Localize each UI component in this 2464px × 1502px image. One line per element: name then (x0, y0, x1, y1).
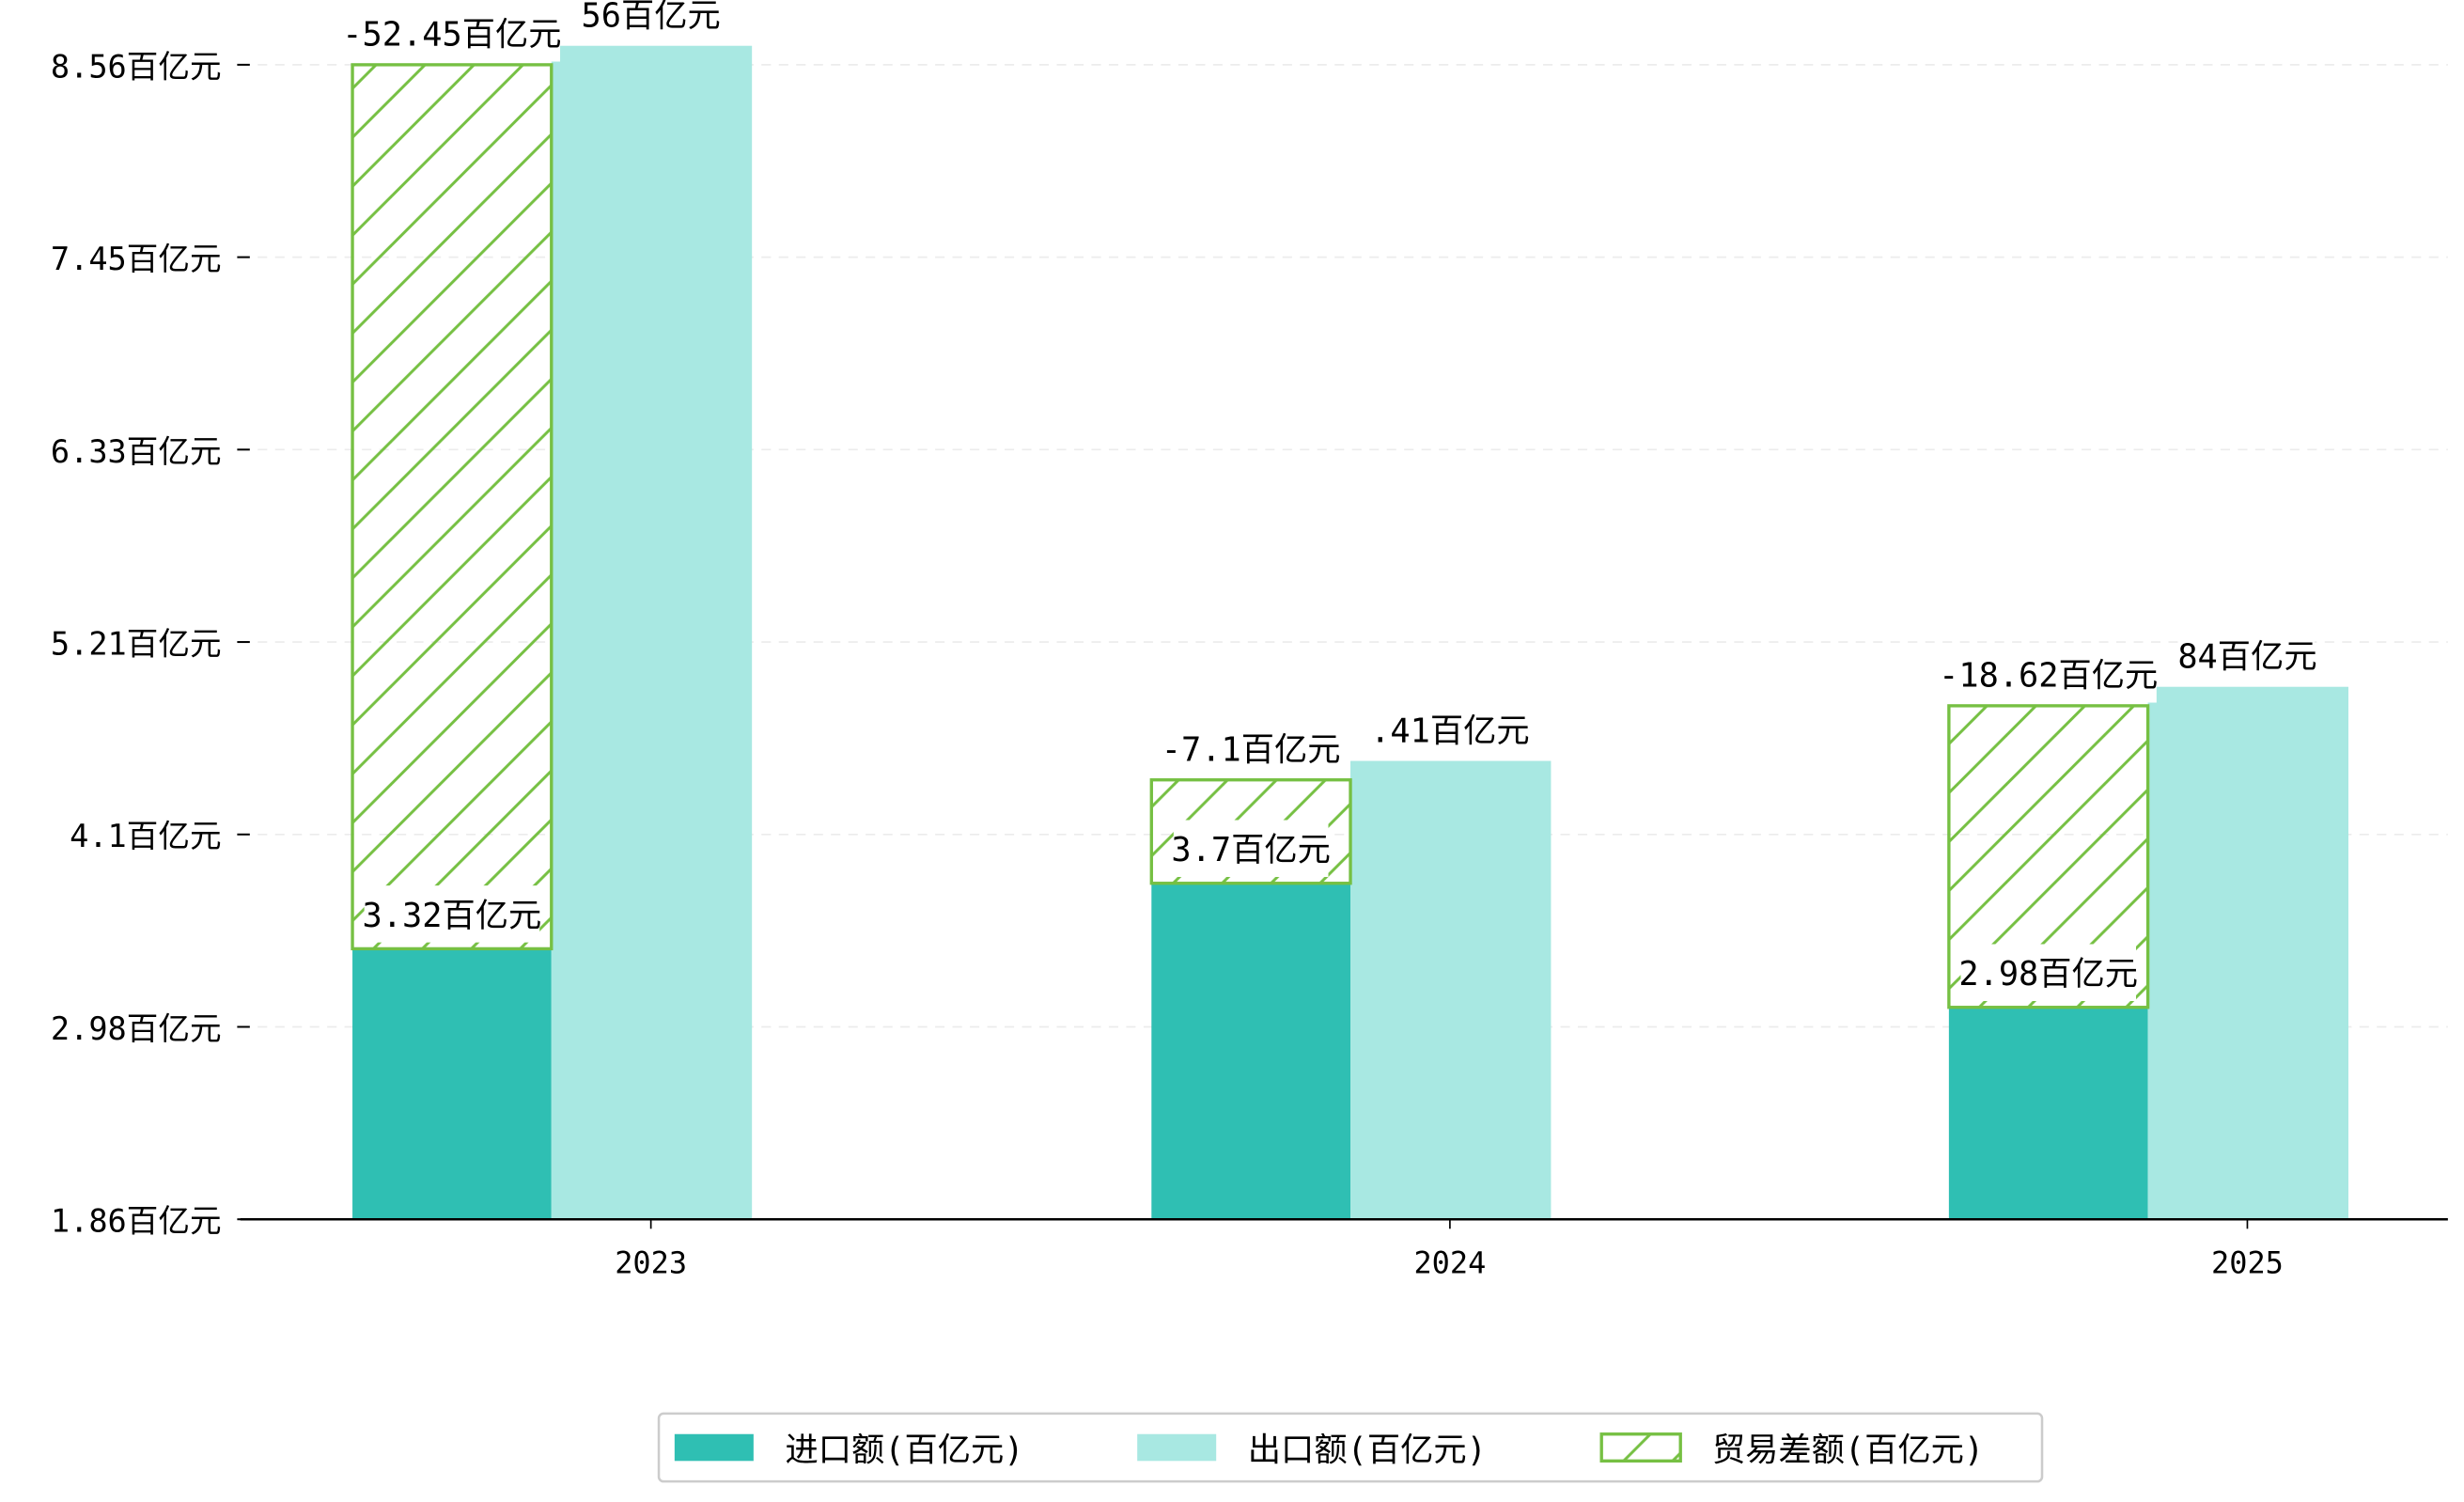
legend[interactable]: 进口额(百亿元) 出口额(百亿元) 贸易差额(百亿元) (657, 1412, 2044, 1483)
data-label: 3.32百亿元 (363, 885, 542, 943)
legend-box (657, 1412, 2044, 1483)
data-label-box (584, 0, 719, 43)
data-label-box (2180, 626, 2315, 684)
legend-swatch-2 (1137, 1433, 1217, 1462)
data-label-text: 3.32百亿元 (363, 897, 542, 935)
data-label-box (1173, 820, 1329, 878)
legend-label: 进口额(百亿元) (785, 1431, 1023, 1469)
trade-balance-bar (351, 63, 554, 951)
import-bar (1151, 883, 1351, 1220)
data-label-text: 84百亿元 (2177, 638, 2316, 677)
legend-swatch-3 (1599, 1432, 1682, 1463)
export-bar (551, 45, 753, 1220)
legend-label: 出口额(百亿元) (1248, 1431, 1487, 1469)
data-label-text: 3.7百亿元 (1171, 831, 1330, 869)
x-tick-label: 2025 (2211, 1244, 2284, 1280)
export-bar (1350, 760, 1552, 1220)
data-label-text: -52.45百亿元 (342, 16, 561, 55)
y-tick-label: 7.45百亿元 (51, 241, 222, 277)
axes: 1.86百亿元 2.98百亿元 4.1百亿元 5.21百亿元 6.33百亿元 7.45百亿… (51, 48, 2448, 1280)
data-label-box (1372, 700, 1528, 759)
y-tick-label: 4.1百亿元 (70, 818, 221, 854)
export-bar (2147, 686, 2348, 1220)
data-label: 2.98百亿元 (1958, 944, 2138, 1001)
y-tick-label: 2.98百亿元 (51, 1010, 222, 1047)
legend-label: 贸易差额(百亿元) (1712, 1431, 1984, 1469)
data-label-box (364, 885, 540, 943)
data-label-box (1940, 646, 2157, 703)
data-label-text: 2.98百亿元 (1958, 955, 2138, 994)
import-bar (1948, 1007, 2148, 1220)
data-label-text: -7.1百亿元 (1162, 731, 1341, 770)
x-tick-label: 2023 (615, 1244, 687, 1280)
data-label-text: .41百亿元 (1370, 712, 1530, 750)
data-label-text: -18.62百亿元 (1939, 657, 2158, 696)
x-tick-label: 2024 (1413, 1244, 1486, 1280)
data-label: -7.1百亿元 (1162, 719, 1341, 777)
y-tick-label: 8.56百亿元 (51, 48, 222, 85)
data-label: -52.45百亿元 (342, 5, 562, 62)
data-label: 3.7百亿元 (1171, 820, 1331, 878)
data-labels: 56百亿元 .41百亿元 84百亿元 -52.45百亿元 3.32百亿元 -7.1百亿元 3… (342, 0, 2317, 1001)
data-label-text: 56百亿元 (582, 0, 721, 36)
legend-swatch-1 (674, 1433, 754, 1462)
y-tick-label: 1.86百亿元 (51, 1203, 222, 1240)
bars (351, 45, 2348, 1220)
data-label: 84百亿元 (2177, 626, 2317, 684)
data-label-box (1162, 719, 1339, 777)
data-label: -18.62百亿元 (1939, 646, 2158, 703)
import-bar (352, 948, 552, 1220)
data-label: .41百亿元 (1370, 700, 1530, 759)
data-label: 56百亿元 (582, 0, 721, 43)
y-tick-label: 5.21百亿元 (51, 625, 222, 662)
y-tick-label: 6.33百亿元 (51, 433, 222, 470)
data-label-box (343, 5, 561, 62)
data-label-box (1960, 944, 2136, 1001)
